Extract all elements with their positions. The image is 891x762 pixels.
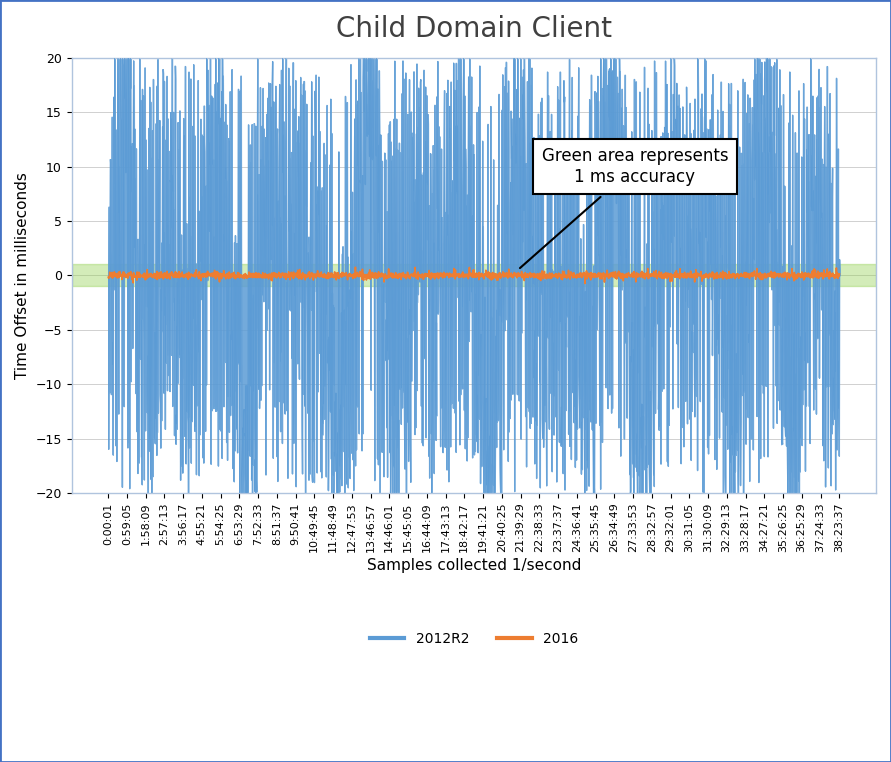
Y-axis label: Time Offset in milliseconds: Time Offset in milliseconds — [15, 172, 30, 379]
Title: Child Domain Client: Child Domain Client — [336, 15, 612, 43]
X-axis label: Samples collected 1/second: Samples collected 1/second — [366, 558, 581, 573]
Text: Green area represents
1 ms accuracy: Green area represents 1 ms accuracy — [520, 147, 728, 268]
Legend: 2012R2, 2016: 2012R2, 2016 — [364, 626, 584, 652]
Bar — [71, 264, 876, 287]
